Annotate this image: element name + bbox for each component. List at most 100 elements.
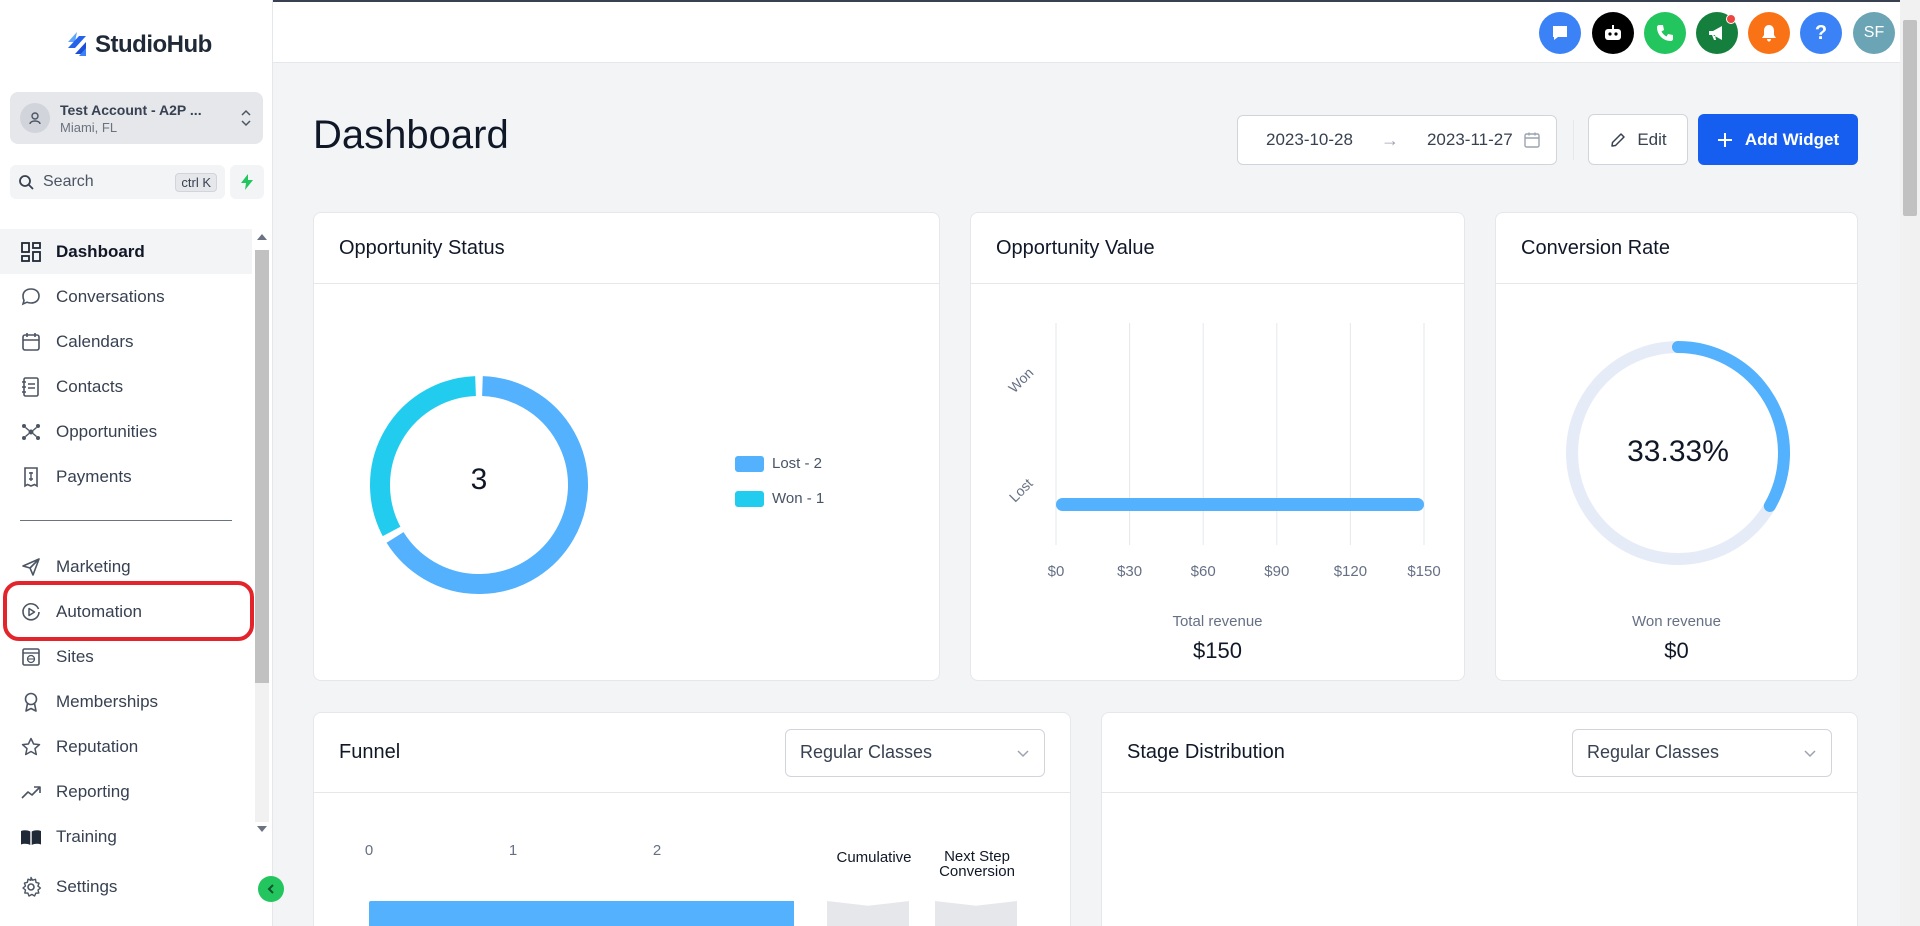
date-range-picker[interactable]: 2023-10-28 → 2023-11-27	[1237, 115, 1557, 165]
sidebar-item-training[interactable]: Training	[0, 814, 252, 859]
card-title: Stage Distribution	[1127, 741, 1285, 763]
legend-item-won[interactable]: Won - 1	[735, 490, 824, 507]
y-tick-label: Won	[1005, 364, 1036, 395]
top-icon-2[interactable]	[1644, 12, 1686, 54]
sidebar-item-dashboard[interactable]: Dashboard	[0, 229, 252, 274]
won-revenue-value: $0	[1664, 638, 1689, 663]
collapse-sidebar-button[interactable]	[258, 876, 284, 902]
x-tick-label: $0	[1048, 563, 1065, 580]
top-icon-0[interactable]	[1539, 12, 1581, 54]
sidebar-item-label: Reputation	[56, 736, 139, 756]
contacts-book-icon	[22, 376, 39, 397]
scroll-thumb[interactable]	[255, 250, 269, 683]
gauge-fill[interactable]	[1672, 341, 1790, 512]
sidebar-item-calendars[interactable]: Calendars	[0, 319, 252, 364]
scroll-down-icon[interactable]	[257, 826, 267, 832]
bar-lost[interactable]	[1056, 498, 1424, 511]
funnel-chart: 0123	[365, 842, 794, 926]
add-widget-button[interactable]: Add Widget	[1698, 114, 1858, 165]
sidebar-item-conversations[interactable]: Conversations	[0, 274, 252, 319]
x-tick-label: $60	[1191, 563, 1216, 580]
won-revenue-caption: Won revenue	[1632, 613, 1721, 630]
sidebar: StudioHub Test Account - A2P ... Miami, …	[0, 0, 273, 926]
next-step-line2: Conversion	[939, 863, 1015, 880]
next-step-arrow-shape	[935, 901, 1017, 926]
play-circle-icon	[22, 602, 40, 621]
opportunity-value-card: Opportunity Value $0 $30 $60 $90 $120 $150 Won…	[970, 212, 1465, 681]
add-widget-label: Add Widget	[1744, 129, 1840, 149]
sidebar-item-settings[interactable]: Settings	[0, 864, 252, 909]
sidebar-divider	[20, 520, 232, 521]
card-title: Funnel	[339, 741, 401, 763]
legend-swatch	[735, 455, 764, 472]
search-bar[interactable]: Search ctrl K	[10, 165, 225, 199]
x-tick-label: 2	[653, 842, 661, 859]
search-label: Search	[43, 173, 94, 190]
calendar-icon	[22, 332, 40, 351]
scroll-up-icon[interactable]	[257, 234, 267, 240]
legend-item-lost[interactable]: Lost - 2	[735, 455, 822, 472]
sidebar-item-label: Sites	[56, 646, 94, 666]
sidebar-item-label: Reporting	[56, 781, 130, 801]
sidebar-scrollbar[interactable]	[253, 230, 271, 842]
badge-icon	[24, 692, 38, 712]
search-shortcut: ctrl K	[175, 172, 217, 192]
app-logo[interactable]: StudioHub	[65, 30, 212, 60]
megaphone-icon	[1709, 26, 1722, 40]
arrow-right-icon: →	[1380, 129, 1399, 150]
sidebar-item-label: Memberships	[56, 691, 159, 711]
card-title: Opportunity Value	[996, 236, 1155, 259]
sidebar-nav: Dashboard Conversations Calendars Contac…	[0, 229, 252, 859]
pencil-icon	[1611, 132, 1626, 147]
network-icon	[22, 423, 40, 440]
top-bar: ? SF	[273, 0, 1900, 63]
date-to[interactable]: 2023-11-27	[1426, 130, 1513, 149]
x-tick-label: $120	[1334, 563, 1367, 580]
chevron-down-icon	[1804, 749, 1816, 757]
user-avatar[interactable]: SF	[1853, 12, 1895, 54]
sidebar-item-sites[interactable]: Sites	[0, 634, 252, 679]
card-title: Conversion Rate	[1521, 236, 1670, 259]
book-icon	[21, 829, 41, 845]
top-icon-4[interactable]	[1748, 12, 1790, 54]
sidebar-item-memberships[interactable]: Memberships	[0, 679, 252, 724]
app-name: StudioHub	[95, 31, 212, 58]
top-icon-3[interactable]	[1696, 12, 1738, 54]
page-scroll-thumb[interactable]	[1903, 20, 1917, 216]
funnel-bar[interactable]	[369, 901, 794, 926]
sidebar-item-reporting[interactable]: Reporting	[0, 769, 252, 814]
help-icon[interactable]: ?	[1800, 12, 1842, 54]
notification-dot	[1726, 14, 1736, 24]
header-divider	[1573, 120, 1574, 160]
sidebar-item-marketing[interactable]: Marketing	[0, 544, 252, 589]
donut-slice-won[interactable]	[370, 376, 477, 537]
pipeline-select[interactable]: Regular Classes	[785, 728, 1045, 777]
sidebar-item-automation[interactable]: Automation	[0, 589, 252, 634]
account-switcher[interactable]: Test Account - A2P ... Miami, FL	[10, 92, 263, 144]
opportunity-value-chart: $0 $30 $60 $90 $120 $150 Won Lost	[1005, 323, 1441, 580]
quick-actions-button[interactable]	[230, 165, 264, 199]
card-header: Funnel Regular Classes	[314, 713, 1070, 793]
pipeline-select[interactable]: Regular Classes	[1572, 728, 1832, 777]
sidebar-item-label: Training	[56, 826, 117, 846]
edit-button[interactable]: Edit	[1588, 114, 1688, 165]
sidebar-item-contacts[interactable]: Contacts	[0, 364, 252, 409]
donut-slice-lost[interactable]	[386, 376, 588, 594]
donut-center-value: 3	[470, 463, 488, 496]
funnel-card: Funnel Regular Classes 0123 Cumulative N…	[313, 712, 1071, 926]
top-icon-1[interactable]	[1592, 12, 1634, 54]
lightning-icon	[241, 174, 253, 190]
account-location: Miami, FL	[60, 119, 118, 135]
sidebar-item-label: Marketing	[56, 556, 131, 576]
sidebar-item-reputation[interactable]: Reputation	[0, 724, 252, 769]
bell-icon	[1762, 25, 1776, 42]
cumulative-arrow-shape	[827, 901, 909, 926]
page-scrollbar[interactable]	[1900, 0, 1920, 926]
date-from[interactable]: 2023-10-28	[1266, 130, 1353, 149]
legend-label: Won - 1	[772, 490, 825, 507]
sidebar-item-label: Calendars	[56, 331, 134, 351]
receipt-icon	[24, 466, 38, 487]
page-title: Dashboard	[313, 113, 509, 157]
sidebar-item-opportunities[interactable]: Opportunities	[0, 409, 252, 454]
sidebar-item-payments[interactable]: Payments	[0, 454, 252, 499]
